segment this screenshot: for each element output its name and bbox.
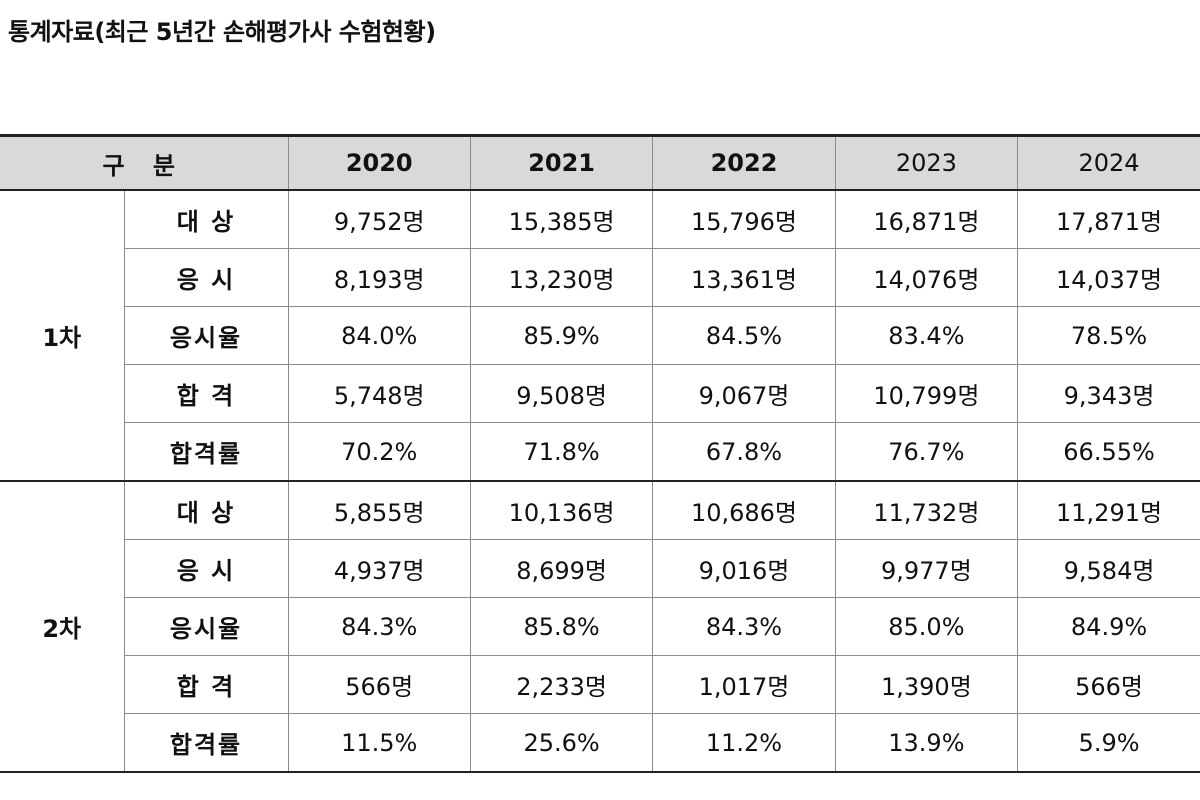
table-row: 합격률 70.2% 71.8% 67.8% 76.7% 66.55%: [0, 422, 1200, 482]
row-label: 합 격: [124, 655, 289, 714]
table-cell: 11.5%: [287, 713, 471, 773]
header-category-label: 구 분: [0, 134, 289, 191]
row-label: 응 시: [124, 248, 289, 307]
table-row: 응 시 4,937명 8,699명 9,016명 9,977명 9,584명: [0, 539, 1200, 598]
table-cell: 10,799명: [834, 364, 1019, 423]
row-label: 응 시: [124, 539, 289, 598]
table-cell: 85.0%: [834, 597, 1019, 656]
table-cell: 14,037명: [1017, 248, 1200, 307]
table-cell: 25.6%: [469, 713, 654, 773]
table-cell: 5,748명: [287, 364, 471, 423]
year-header-2022: 2022: [652, 134, 836, 191]
table-cell: 84.5%: [652, 306, 836, 365]
year-header-2021: 2021: [469, 134, 654, 191]
table-cell: 71.8%: [469, 422, 654, 482]
table-cell: 5.9%: [1017, 713, 1200, 773]
year-header-2020: 2020: [287, 134, 471, 191]
table-cell: 15,796명: [652, 189, 836, 249]
header-row: 구 분 2020 2021 2022 2023 2024: [0, 134, 1200, 191]
table-row: 2차 대 상 5,855명 10,136명 10,686명 11,732명 11…: [0, 480, 1200, 773]
table-cell: 16,871명: [834, 189, 1019, 249]
round-label-1: 1차: [0, 189, 125, 482]
row-label: 응시율: [124, 597, 289, 656]
table-cell: 5,855명: [287, 480, 471, 540]
table-cell: 15,385명: [469, 189, 654, 249]
table-cell: 13.9%: [834, 713, 1019, 773]
table-row: 응시율 84.0% 85.9% 84.5% 83.4% 78.5%: [0, 306, 1200, 365]
table-cell: 13,230명: [469, 248, 654, 307]
table-cell: 85.9%: [469, 306, 654, 365]
table-row: 응 시 8,193명 13,230명 13,361명 14,076명 14,03…: [0, 248, 1200, 307]
year-header-2024: 2024: [1017, 134, 1200, 191]
table-cell: 11,291명: [1017, 480, 1200, 540]
table-cell: 566명: [287, 655, 471, 714]
table-cell: 84.0%: [287, 306, 471, 365]
table-row: 합격률 11.5% 25.6% 11.2% 13.9% 5.9%: [0, 713, 1200, 773]
table-cell: 83.4%: [834, 306, 1019, 365]
row-label: 합격률: [124, 713, 289, 773]
table-cell: 17,871명: [1017, 189, 1200, 249]
table-cell: 11.2%: [652, 713, 836, 773]
table-cell: 9,508명: [469, 364, 654, 423]
table-cell: 84.3%: [287, 597, 471, 656]
row-label: 응시율: [124, 306, 289, 365]
table-cell: 9,752명: [287, 189, 471, 249]
table-cell: 10,686명: [652, 480, 836, 540]
table-cell: 14,076명: [834, 248, 1019, 307]
table-header: 구 분 2020 2021 2022 2023 2024: [0, 134, 1200, 191]
row-label: 대 상: [123, 480, 289, 540]
table-cell: 9,977명: [834, 539, 1019, 598]
page-title: 통계자료(최근 5년간 손해평가사 수험현황): [8, 18, 436, 46]
table-row: 1차 대 상 9,752명 15,385명 15,796명 16,871명 17…: [0, 189, 1200, 482]
table-row: 합 격 5,748명 9,508명 9,067명 10,799명 9,343명: [0, 364, 1200, 423]
table-cell: 8,193명: [287, 248, 471, 307]
statistics-table: 구 분 2020 2021 2022 2023 2024 1차 대 상 9,75…: [0, 134, 1200, 773]
table-cell: 8,699명: [469, 539, 654, 598]
table-cell: 11,732명: [834, 480, 1019, 540]
table-cell: 13,361명: [652, 248, 836, 307]
table-cell: 66.55%: [1017, 422, 1200, 482]
table-cell: 76.7%: [834, 422, 1019, 482]
table-cell: 84.3%: [652, 597, 836, 656]
row-label: 합격률: [124, 422, 289, 482]
table-cell: 67.8%: [652, 422, 836, 482]
table-cell: 70.2%: [287, 422, 471, 482]
table-cell: 1,017명: [652, 655, 836, 714]
table-cell: 9,067명: [652, 364, 836, 423]
table-cell: 9,343명: [1017, 364, 1200, 423]
table-cell: 9,016명: [652, 539, 836, 598]
table-cell: 2,233명: [469, 655, 654, 714]
table-cell: 9,584명: [1017, 539, 1200, 598]
table-cell: 566명: [1017, 655, 1200, 714]
table-cell: 1,390명: [834, 655, 1019, 714]
table-body: 1차 대 상 9,752명 15,385명 15,796명 16,871명 17…: [0, 189, 1200, 773]
round-label-2: 2차: [0, 480, 125, 773]
table-row: 응시율 84.3% 85.8% 84.3% 85.0% 84.9%: [0, 597, 1200, 656]
year-header-2023: 2023: [834, 134, 1019, 191]
row-label: 대 상: [123, 189, 289, 249]
table-cell: 10,136명: [469, 480, 654, 540]
row-label: 합 격: [124, 364, 289, 423]
table-row: 합 격 566명 2,233명 1,017명 1,390명 566명: [0, 655, 1200, 714]
table-cell: 84.9%: [1017, 597, 1200, 656]
table-cell: 85.8%: [469, 597, 654, 656]
table-cell: 78.5%: [1017, 306, 1200, 365]
table-cell: 4,937명: [287, 539, 471, 598]
